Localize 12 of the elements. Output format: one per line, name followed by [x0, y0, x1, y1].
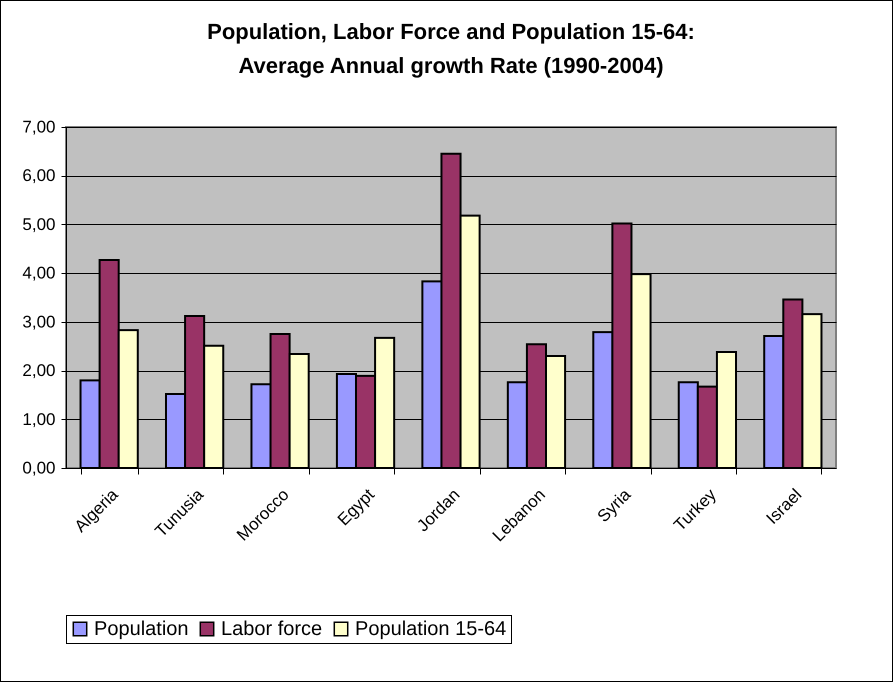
y-tick-label: 4,00 — [22, 264, 56, 283]
y-tick-label: 1,00 — [22, 410, 56, 429]
y-tick-label: 0,00 — [22, 458, 56, 478]
y-tick-label: 3,00 — [22, 312, 56, 332]
legend-label: Population 15-64 — [355, 618, 506, 640]
y-tick-label: 6,00 — [22, 166, 56, 186]
y-tick-label: 5,00 — [22, 214, 56, 234]
y-tick-label: 7,00 — [22, 118, 56, 136]
legend-label: Population — [94, 618, 189, 640]
chart-title: Population, Labor Force and Population 15-64: Average Annual growth Rate (1990-2004) — [207, 19, 695, 78]
y-tick-label: 2,00 — [22, 361, 56, 380]
legend-label: Labor force — [221, 618, 322, 640]
